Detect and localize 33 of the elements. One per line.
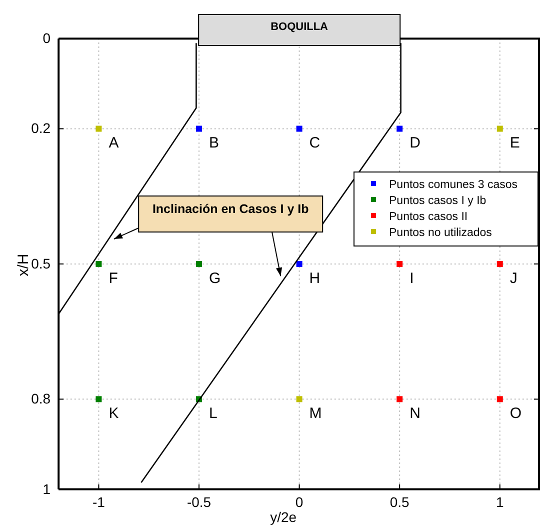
x-tick-label: -1 [92,494,106,510]
annotation: Inclinación en Casos I y Ib [152,202,310,216]
data-label: N [410,405,420,422]
data-label: L [209,405,218,422]
data-label: I [410,270,414,287]
data-label: G [209,270,221,287]
text: BOQUILLA [270,21,328,33]
data-label: A [108,134,119,152]
y-tick-label: 0.8 [31,390,51,407]
x-axis-title: y/2e [270,509,297,525]
data-label: C [309,134,320,152]
y-tick-label: 0.2 [31,120,51,136]
legend-label: Puntos casos I y Ib [389,195,486,207]
data-label: H [309,270,320,287]
data-label: O [510,405,522,422]
y-tick-label: 1 [42,480,51,497]
y-axis-title: x/H [15,254,32,276]
x-tick-label: 1 [496,494,504,510]
data-label: M [309,405,322,422]
y-tick-label: 0 [42,30,51,46]
data-label: F [108,270,118,287]
data-label: D [410,134,421,152]
legend-label: Puntos comunes 3 casos [389,179,518,191]
legend-label: Puntos no utilizados [389,227,492,239]
x-tick-label: 0.5 [390,494,410,510]
x-tick-label: -0.5 [186,494,212,510]
legend-label: Puntos casos II [389,211,468,223]
data-label: E [510,134,520,152]
data-label: B [209,134,220,152]
x-tick-label: 0 [295,494,304,510]
data-label: J [510,270,518,287]
y-tick-label: 0.5 [31,255,51,272]
data-label: K [108,405,119,422]
